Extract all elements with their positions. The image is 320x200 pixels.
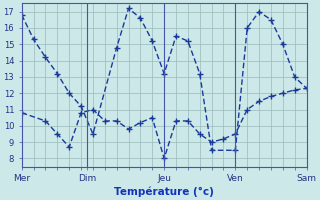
X-axis label: Température (°c): Température (°c) [114, 186, 214, 197]
